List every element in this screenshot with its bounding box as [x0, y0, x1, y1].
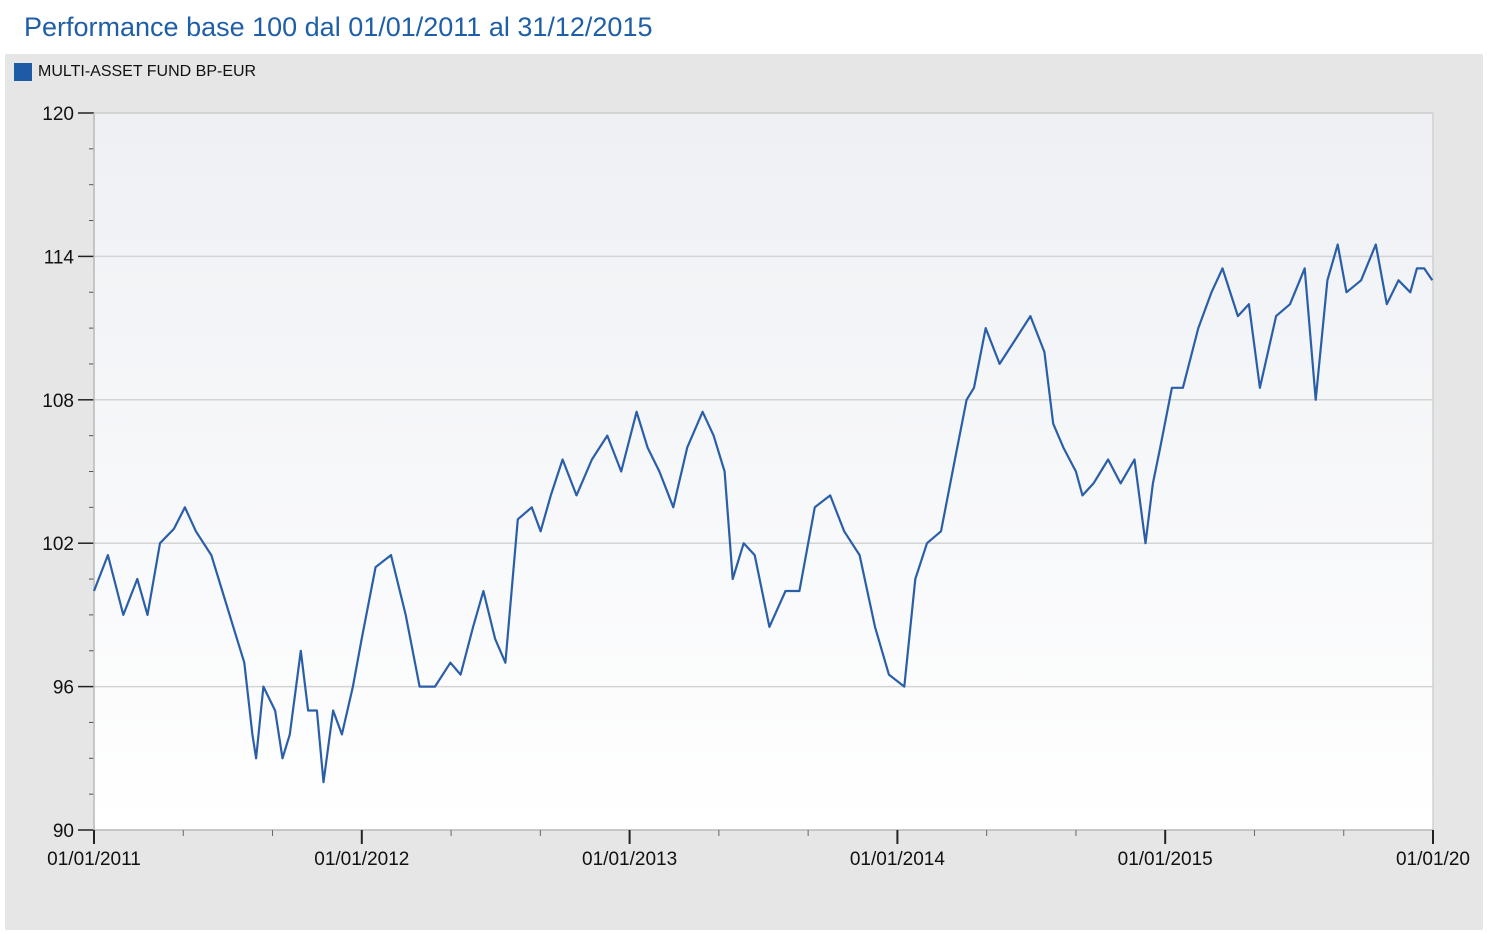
series-line	[92, 243, 1434, 784]
legend-label: MULTI-ASSET FUND BP-EUR	[38, 63, 257, 80]
y-tick-label: 120	[42, 104, 74, 125]
x-tick-label: 01/01/2011	[47, 849, 141, 870]
x-tick-label: 01/01/2013	[582, 849, 677, 870]
series-layer	[92, 243, 1434, 784]
tick-labels: 90 96 102 108 114 120 01/01/2011 01/01/2012 01/0…	[42, 104, 1470, 870]
y-tick-label: 102	[42, 534, 74, 555]
legend-swatch	[14, 63, 32, 81]
y-tick-label: 114	[44, 247, 75, 268]
x-tick-label: 01/01/2012	[314, 849, 409, 870]
y-tick-label: 90	[53, 821, 74, 842]
y-tick-label: 108	[42, 391, 74, 412]
y-tick-label: 96	[53, 678, 74, 699]
x-tick-label: 01/01/2014	[850, 849, 946, 870]
legend: MULTI-ASSET FUND BP-EUR	[14, 62, 256, 82]
plot-area	[94, 113, 1433, 830]
x-tick-label: 01/01/2015	[1118, 849, 1213, 870]
axes	[78, 112, 1434, 844]
x-tick-label: 01/01/20	[1396, 849, 1470, 870]
chart-title: Performance base 100 dal 01/01/2011 al 3…	[24, 12, 653, 42]
